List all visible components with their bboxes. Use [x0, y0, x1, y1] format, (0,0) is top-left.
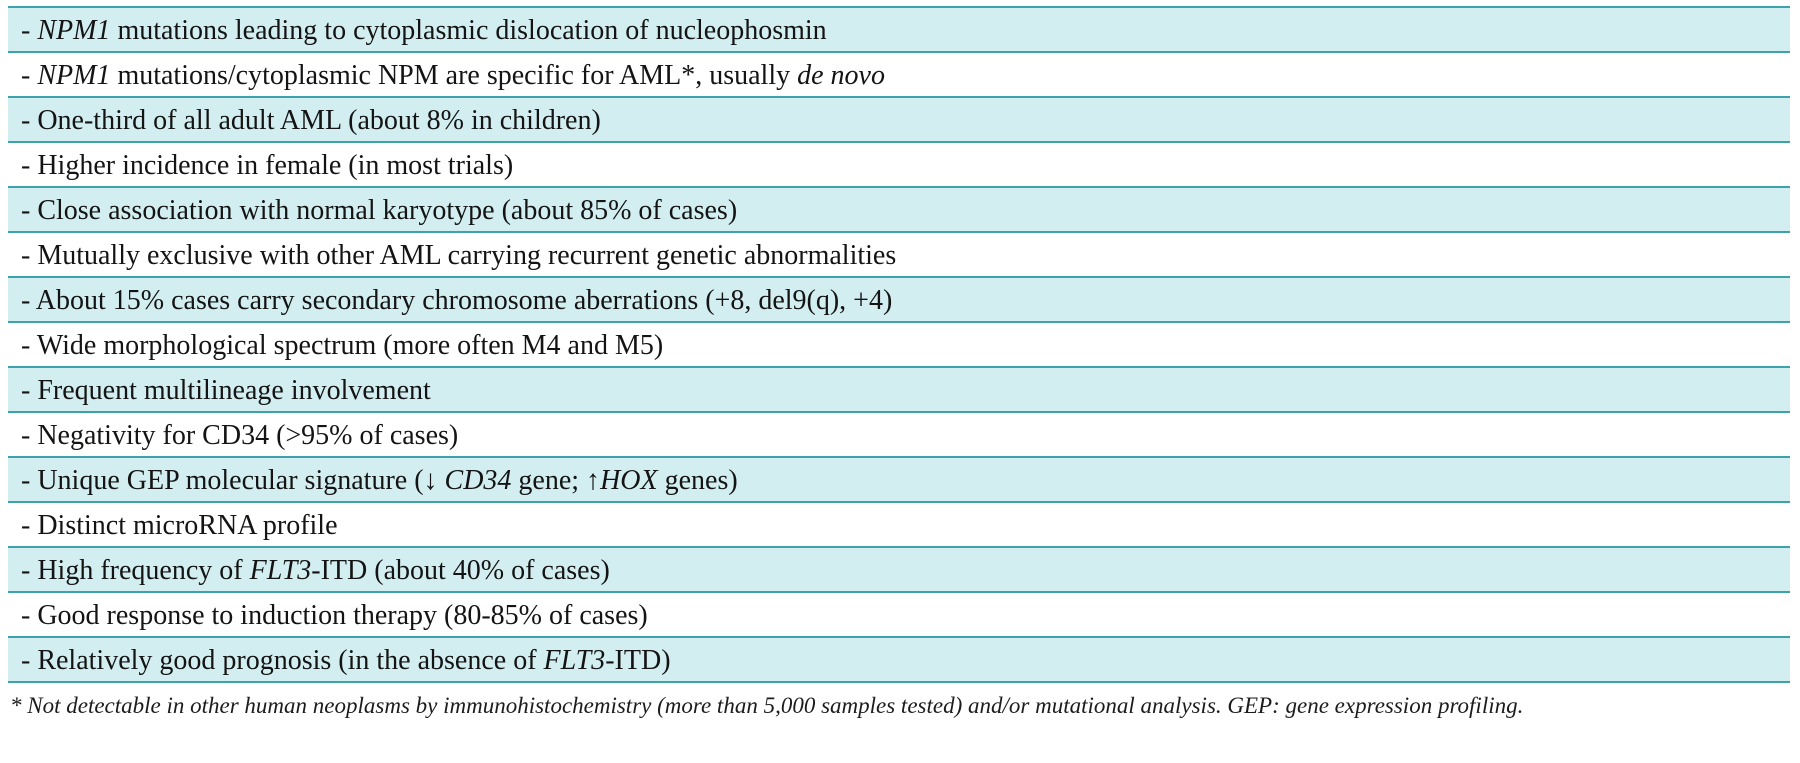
table-row: - Mutually exclusive with other AML carr… — [8, 233, 1790, 278]
text-segment: genes) — [657, 465, 738, 496]
gene-name: FLT3 — [249, 555, 312, 586]
text-segment: - High frequency of — [21, 555, 250, 586]
table-row: - Close association with normal karyotyp… — [8, 188, 1790, 233]
table-row: - Higher incidence in female (in most tr… — [8, 143, 1790, 188]
footnote: * Not detectable in other human neoplasm… — [10, 693, 1524, 718]
text-segment: gene; ↑ — [511, 465, 601, 496]
gene-name: NPM1 — [37, 15, 111, 46]
gene-name: NPM1 — [37, 60, 111, 91]
text-segment: - Higher incidence in female (in most tr… — [21, 150, 514, 181]
gene-name: de novo — [797, 60, 885, 91]
text-segment: - Negativity for CD34 (>95% of cases) — [21, 420, 459, 451]
text-segment: -ITD (about 40% of cases) — [311, 555, 610, 586]
text-segment: - — [21, 60, 38, 91]
table-row: - NPM1 mutations/cytoplasmic NPM are spe… — [8, 53, 1790, 98]
table-row: - One-third of all adult AML (about 8% i… — [8, 98, 1790, 143]
table-row: - Unique GEP molecular signature (↓ CD34… — [8, 458, 1790, 503]
table-row: - High frequency of FLT3-ITD (about 40% … — [8, 548, 1790, 593]
table-row: - Relatively good prognosis (in the abse… — [8, 638, 1790, 683]
text-segment: - About 15% cases carry secondary chromo… — [21, 285, 893, 316]
features-table: - NPM1 mutations leading to cytoplasmic … — [8, 6, 1790, 683]
text-segment: - Wide morphological spectrum (more ofte… — [21, 330, 664, 361]
text-segment: - Good response to induction therapy (80… — [21, 600, 648, 631]
table-row: - Wide morphological spectrum (more ofte… — [8, 323, 1790, 368]
text-segment: mutations leading to cytoplasmic disloca… — [110, 15, 827, 46]
gene-name: HOX — [600, 465, 658, 496]
table-row: - Negativity for CD34 (>95% of cases) — [8, 413, 1790, 458]
text-segment: mutations/cytoplasmic NPM are specific f… — [110, 60, 798, 91]
table-row: - About 15% cases carry secondary chromo… — [8, 278, 1790, 323]
table-row: - NPM1 mutations leading to cytoplasmic … — [8, 8, 1790, 53]
text-segment: - Relatively good prognosis (in the abse… — [21, 645, 544, 676]
text-segment: - Mutually exclusive with other AML carr… — [21, 240, 897, 271]
text-segment: - Unique GEP molecular signature (↓ — [21, 465, 445, 496]
text-segment: - Distinct microRNA profile — [21, 510, 338, 541]
table-row: - Frequent multilineage involvement — [8, 368, 1790, 413]
table-row: - Good response to induction therapy (80… — [8, 593, 1790, 638]
text-segment: - One-third of all adult AML (about 8% i… — [21, 105, 601, 136]
gene-name: CD34 — [444, 465, 512, 496]
gene-name: FLT3 — [543, 645, 606, 676]
text-segment: - Close association with normal karyotyp… — [21, 195, 738, 226]
text-segment: - Frequent multilineage involvement — [21, 375, 431, 406]
text-segment: -ITD) — [605, 645, 671, 676]
table-row: - Distinct microRNA profile — [8, 503, 1790, 548]
text-segment: - — [21, 15, 38, 46]
